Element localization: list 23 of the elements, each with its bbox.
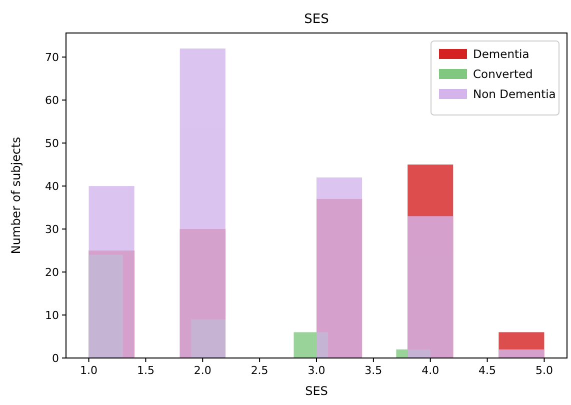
y-tick-label: 60 bbox=[45, 94, 59, 108]
x-tick-label: 5.0 bbox=[535, 364, 553, 377]
legend-label: Non Dementia bbox=[473, 87, 556, 101]
x-tick-label: 2.0 bbox=[194, 364, 212, 377]
x-tick-label: 4.5 bbox=[478, 364, 496, 377]
chart-title: SES bbox=[304, 12, 329, 27]
y-axis-title: Number of subjects bbox=[9, 136, 23, 254]
y-tick-label: 50 bbox=[45, 137, 59, 150]
y-tick-label: 40 bbox=[45, 180, 59, 194]
y-tick-label: 30 bbox=[45, 223, 59, 236]
x-tick-label: 3.0 bbox=[308, 364, 326, 377]
y-tick-label: 10 bbox=[45, 309, 59, 322]
x-tick-label: 2.5 bbox=[250, 364, 268, 377]
y-tick-label: 20 bbox=[45, 266, 59, 280]
legend-label: Dementia bbox=[473, 47, 530, 61]
legend-label: Converted bbox=[473, 67, 533, 81]
x-tick-label: 3.5 bbox=[364, 364, 382, 377]
y-tick-label: 0 bbox=[52, 352, 59, 365]
x-axis-title: SES bbox=[305, 384, 328, 398]
x-tick-label: 1.5 bbox=[136, 364, 154, 377]
x-tick-label: 4.0 bbox=[422, 364, 440, 377]
x-tick-label: 1.0 bbox=[80, 364, 98, 377]
y-tick-label: 70 bbox=[45, 51, 59, 64]
